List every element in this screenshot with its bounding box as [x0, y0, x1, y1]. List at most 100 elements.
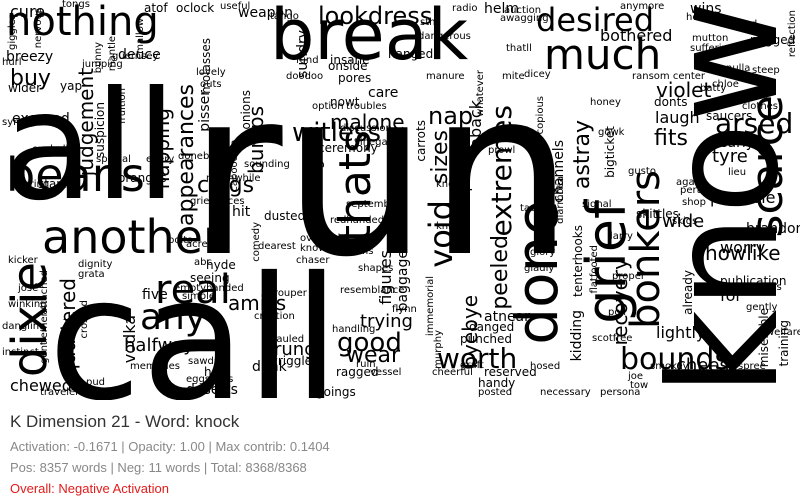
- cloud-word: five: [142, 287, 168, 303]
- cloud-word: bonkers: [623, 170, 669, 329]
- cloud-word: memories: [130, 361, 181, 372]
- cloud-word: lightly: [656, 323, 706, 342]
- cloud-word: mite: [502, 71, 525, 82]
- cloud-word: sizes: [428, 130, 453, 185]
- cloud-word: shop: [682, 197, 707, 208]
- cloud-word: publication: [720, 274, 787, 288]
- cloud-word: bunny: [93, 42, 104, 74]
- cloud-word: tongs: [62, 0, 90, 10]
- cloud-word: vessel: [370, 367, 402, 378]
- cloud-word: discussion: [340, 123, 392, 134]
- cloud-word: troubles: [346, 101, 387, 112]
- activation-stats: Activation: -0.1671 | Opacity: 1.00 | Ma…: [10, 439, 330, 454]
- cloud-word: caring: [18, 179, 50, 190]
- cloud-word: witless: [292, 118, 381, 148]
- cloud-word: winking: [8, 299, 47, 310]
- cloud-word: signal: [582, 199, 612, 210]
- cloud-word: diarrhoea: [555, 176, 566, 224]
- cloud-word: thatll: [506, 43, 532, 54]
- cloud-word: persona: [600, 387, 641, 398]
- cloud-word: sawdust: [188, 356, 230, 367]
- cloud-word: malone: [330, 110, 405, 134]
- cloud-word: chloe: [712, 79, 739, 90]
- cloud-word: scotfree: [592, 333, 633, 344]
- cloud-word: pert: [680, 185, 701, 196]
- cloud-word: pisser: [197, 90, 213, 132]
- overall-activation-label: Overall: Negative Activation: [10, 481, 169, 496]
- cloud-word: nervous: [33, 8, 44, 49]
- cloud-word: anymore: [620, 1, 665, 12]
- cloud-word: fits: [654, 126, 688, 151]
- cloud-word: tacks: [520, 203, 547, 214]
- cloud-word: worth: [437, 342, 518, 375]
- cloud-word: sept: [538, 185, 560, 196]
- cloud-word: lovely: [196, 67, 226, 78]
- cloud-word: nulla: [726, 63, 751, 74]
- cloud-word: donts: [654, 95, 688, 109]
- cloud-word: lookdress: [318, 2, 433, 30]
- cloud-word: steep: [752, 65, 780, 76]
- cloud-word: knight: [436, 221, 468, 232]
- cloud-word: handling: [332, 324, 376, 335]
- cloud-word: radio: [452, 3, 478, 14]
- cloud-word: helm: [484, 1, 520, 17]
- cloud-word: desired: [536, 1, 655, 39]
- cloud-word: gently: [746, 302, 778, 313]
- cloud-word: vodka: [120, 315, 139, 364]
- cloud-word: pegged: [750, 33, 796, 47]
- cloud-word: cabooodle: [229, 140, 240, 192]
- cloud-word: copious: [535, 96, 546, 135]
- cloud-word: trying: [360, 311, 413, 332]
- cloud-word: wins: [690, 1, 722, 17]
- cloud-word: lieu: [728, 167, 747, 178]
- cloud-word: resemblance: [340, 285, 405, 296]
- cloud-word: prowl: [488, 145, 516, 156]
- cloud-word: beans: [6, 148, 145, 202]
- cloud-word: overnight: [300, 233, 348, 244]
- cloud-word: pores: [338, 71, 372, 85]
- cloud-word: clothes: [742, 101, 779, 112]
- cloud-word: starts: [38, 177, 73, 191]
- cloud-word: goings: [316, 385, 356, 399]
- cloud-word: dangerous: [418, 31, 471, 42]
- cloud-word: batty: [700, 83, 727, 94]
- cloud-word: crossed: [79, 300, 90, 339]
- cloud-word: flynn: [392, 304, 417, 315]
- cloud-word: onions: [239, 90, 253, 130]
- cloud-word: eggshells: [186, 374, 234, 385]
- cloud-word: excused: [12, 111, 70, 127]
- cloud-word: hosed: [530, 361, 561, 372]
- cloud-word: jumping: [82, 59, 123, 70]
- cloud-word: real: [155, 267, 231, 313]
- cloud-word: suffering: [690, 43, 735, 54]
- cloud-word: figures: [376, 250, 395, 305]
- cloud-word: spree: [738, 361, 766, 372]
- cloud-word: carrots: [414, 120, 428, 162]
- cloud-word: dearest: [258, 241, 296, 252]
- cloud-word: fruition: [117, 88, 128, 124]
- cloud-word: sounding: [244, 159, 290, 170]
- cloud-word: again: [676, 177, 704, 188]
- cloud-word: break: [270, 0, 469, 76]
- cloud-word: shapes: [358, 263, 394, 274]
- cloud-word: suspicion: [93, 102, 107, 158]
- cloud-word: ransom center: [632, 71, 705, 82]
- cloud-word: creation: [254, 311, 295, 322]
- cloud-word: hurl: [2, 57, 22, 68]
- cloud-word: another: [42, 210, 222, 264]
- cloud-word: nowt: [330, 95, 360, 109]
- cloud-word: outs: [200, 79, 222, 90]
- cloud-word: amiss: [228, 291, 287, 315]
- cloud-word: reflection: [787, 10, 798, 58]
- cloud-word: redhanded: [330, 215, 385, 226]
- cloud-word: bounds: [620, 342, 731, 377]
- cloud-word: hanged: [388, 47, 434, 61]
- cloud-word: danged: [469, 320, 515, 334]
- cloud-word: tenterhooks: [571, 225, 585, 297]
- cloud-word: emptyhanded: [174, 283, 244, 294]
- dimension-title: K Dimension 21 - Word: knock: [10, 412, 240, 431]
- cloud-word: option: [312, 101, 344, 112]
- cloud-word: tow: [630, 380, 649, 391]
- cloud-word: september: [346, 199, 401, 210]
- cloud-word: violet: [656, 78, 712, 102]
